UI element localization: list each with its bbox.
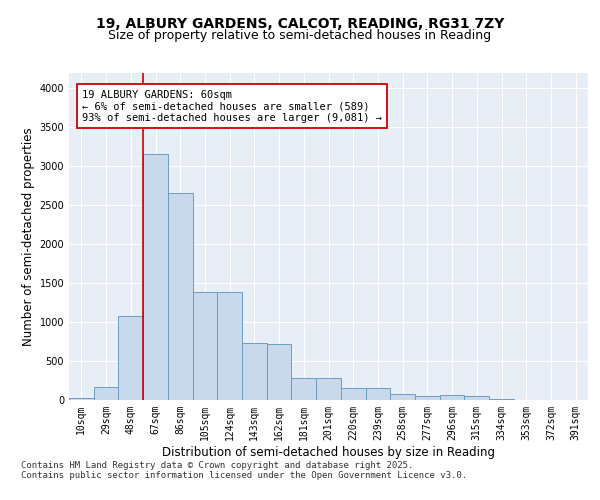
X-axis label: Distribution of semi-detached houses by size in Reading: Distribution of semi-detached houses by …	[162, 446, 495, 458]
Bar	[69, 398, 94, 400]
Bar	[464, 396, 489, 400]
Bar	[118, 316, 143, 400]
Bar	[316, 378, 341, 400]
Bar	[242, 343, 267, 400]
Bar	[94, 386, 118, 400]
Bar	[390, 394, 415, 400]
Bar	[143, 154, 168, 400]
Bar	[193, 292, 217, 400]
Bar	[267, 344, 292, 400]
Bar	[440, 396, 464, 400]
Bar	[365, 388, 390, 400]
Bar	[217, 292, 242, 400]
Bar	[292, 378, 316, 400]
Text: Size of property relative to semi-detached houses in Reading: Size of property relative to semi-detach…	[109, 28, 491, 42]
Text: 19 ALBURY GARDENS: 60sqm
← 6% of semi-detached houses are smaller (589)
93% of s: 19 ALBURY GARDENS: 60sqm ← 6% of semi-de…	[82, 90, 382, 123]
Text: Contains HM Land Registry data © Crown copyright and database right 2025.: Contains HM Land Registry data © Crown c…	[21, 461, 413, 470]
Bar	[341, 388, 365, 400]
Bar	[168, 194, 193, 400]
Y-axis label: Number of semi-detached properties: Number of semi-detached properties	[22, 127, 35, 346]
Bar	[489, 399, 514, 400]
Text: Contains public sector information licensed under the Open Government Licence v3: Contains public sector information licen…	[21, 471, 467, 480]
Text: 19, ALBURY GARDENS, CALCOT, READING, RG31 7ZY: 19, ALBURY GARDENS, CALCOT, READING, RG3…	[96, 18, 504, 32]
Bar	[415, 396, 440, 400]
